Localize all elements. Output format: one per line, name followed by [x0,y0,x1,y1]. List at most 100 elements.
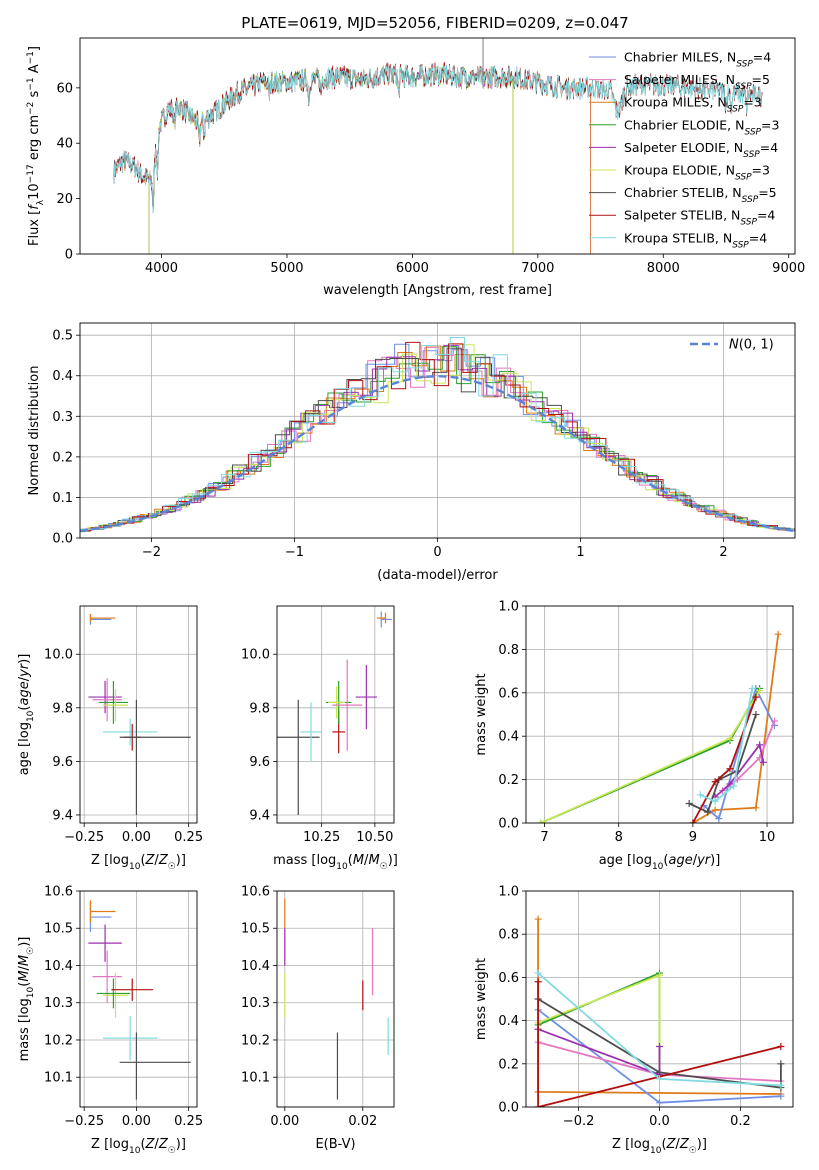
weight-marker [726,734,734,742]
x-tick-label: 6000 [396,261,429,276]
x-tick-label: 2 [719,545,727,560]
label-part: M [353,853,364,868]
plot-area [80,337,795,533]
weight-marker [715,815,723,823]
label-part: λ [36,199,46,205]
x-tick-label: −2 [142,545,161,560]
label-part: 10 [336,862,348,872]
y-tick-label: 60 [56,81,73,96]
label-part: SSP [735,173,752,183]
x-tick-label: 7 [540,830,548,845]
y-tick-label: 10.0 [44,648,73,663]
y-tick-label: 10.4 [44,959,73,974]
y-tick-label: 0.5 [52,329,73,344]
y-tick-label: 0.1 [52,491,73,506]
weight-marker [534,978,542,986]
y-axis-label: mass weight [474,673,489,755]
histogram-salpeter_stelib [80,341,795,532]
y-tick-label: 0.4 [498,1014,519,1029]
label-part: Salpeter STELIB, N [624,208,740,223]
x-tick-label: −1 [285,545,304,560]
legend-label: Salpeter MILES, NSSP=5 [624,72,770,92]
weight-marker [756,687,764,695]
label-part: ☉ [26,947,36,955]
label-part: =4 [757,208,775,223]
weight-marker [730,782,738,790]
weight-line-chabrier_miles [703,686,776,821]
label-part: Z [679,1137,690,1152]
errorbar-chabrier_elodie [98,681,129,724]
legend-label: Salpeter STELIB, NSSP=4 [624,208,775,228]
label-part: Z [log [91,853,129,868]
errorbar-chabrier_stelib [119,699,191,815]
label-part: / [364,853,369,868]
weight-line-kroupa_miles [692,634,780,823]
x-tick-label: 0.00 [270,1114,299,1129]
label-part: =4 [749,230,767,245]
weight-marker [726,780,734,788]
label-part: ] [27,46,42,51]
label-part: 10 [27,183,42,200]
x-axis-label: E(B-V) [315,1137,355,1152]
axes-frame [525,605,794,824]
label-part: 10 [650,1146,662,1156]
errorbar-kroupa_miles [89,614,116,623]
y-tick-label: 0.4 [52,369,73,384]
y-tick-label: 0.0 [498,817,519,832]
panel-spectrum: 4000 5000 6000 7000 8000 9000 0 20 40 60 wavelengt… [26,37,805,298]
legend-label: Chabrier ELODIE, NSSP=3 [624,117,779,137]
x-axis-label: Z [log10(Z/Z☉)] [91,1137,186,1156]
y-tick-label: 10.3 [44,996,73,1011]
errorbar-kroupa_miles [376,612,387,624]
x-axis-label: Z [log10(Z/Z☉)] [91,853,186,872]
weight-marker [711,806,719,814]
y-tick-label: 9.6 [249,755,270,770]
label-part: f [27,203,42,210]
label-part: Z [158,853,169,868]
label-part: Chabrier MILES, N [624,50,736,65]
label-part: A [27,64,42,77]
x-tick-label: 0 [433,545,441,560]
y-tick-label: 0.3 [52,410,73,425]
weight-marker [752,711,760,718]
axes-frame [276,605,395,824]
errorbar-kroupa_elodie [102,689,129,722]
weight-marker [656,1099,663,1107]
y-tick-label: 40 [56,137,73,152]
x-tick-label: 0.25 [174,830,203,845]
errorbar-kroupa_stelib [102,718,158,746]
x-axis-label: mass [log10(M/M☉)] [273,853,398,872]
weight-marker [759,758,767,766]
weight-line-salpeter_stelib [537,981,782,1107]
legend: N(0, 1) [690,338,774,353]
weight-line-kroupa_elodie [540,690,761,823]
weight-marker [777,1092,785,1100]
label-part: ☉ [689,1146,697,1156]
label-part: SSP [744,127,761,137]
weight-marker [689,819,697,823]
weight-marker [685,799,693,807]
x-tick-label: 0.00 [122,830,151,845]
errorbar-kroupa_elodie [102,972,129,1018]
label-part: N [729,338,739,353]
label-part: s [27,90,42,101]
y-tick-label: 10.1 [44,1071,73,1086]
label-part: ( [140,1137,145,1152]
errorbar-kroupa_stelib [102,1015,158,1061]
weight-marker [752,693,760,701]
x-tick-label: 0.00 [122,1114,151,1129]
weight-marker [537,819,545,823]
plot-area [534,915,785,1107]
label-part: Salpeter MILES, N [624,72,735,87]
label-part: )] [388,853,398,868]
label-part: (0, 1) [739,338,774,353]
x-tick-label: 0.02 [348,1114,377,1129]
label-part: SSP [742,195,759,205]
weight-marker [656,1043,663,1051]
label-part: Kroupa MILES, N [624,95,727,110]
histogram-salpeter_elodie [80,344,795,532]
label-part: SSP [736,60,753,70]
